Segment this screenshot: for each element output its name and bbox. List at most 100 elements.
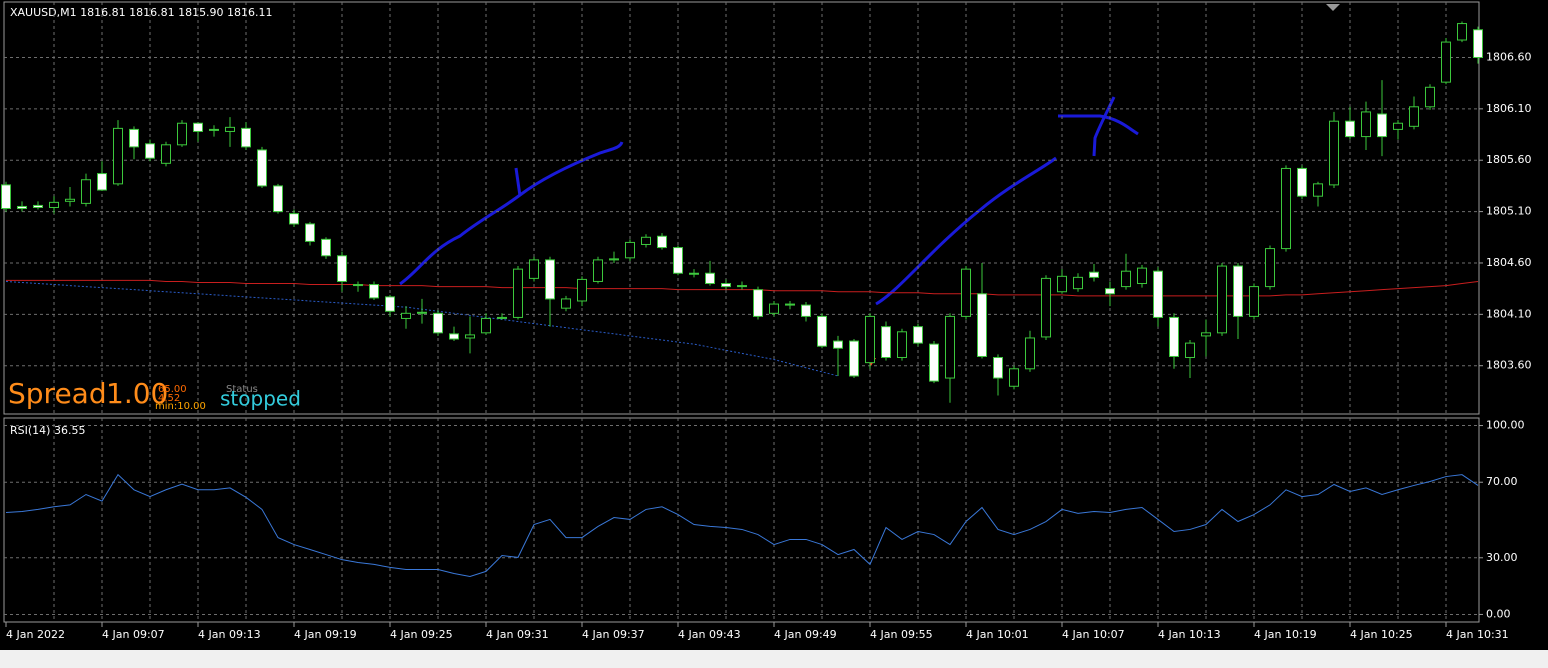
candle-body <box>737 285 747 288</box>
candle-body <box>625 241 635 259</box>
candle-body <box>97 173 107 191</box>
candle-body <box>1345 120 1355 138</box>
y-tick-label: 70.00 <box>1486 475 1518 488</box>
candle-body <box>593 259 603 282</box>
candle-body <box>1473 29 1483 58</box>
candle-body <box>449 333 459 340</box>
candle-body <box>881 326 891 358</box>
candle-body <box>225 126 235 132</box>
rsi-title: RSI(14) 36.55 <box>10 424 85 437</box>
drawing-stroke <box>1058 96 1139 157</box>
candle-body <box>337 255 347 282</box>
candle-body <box>1329 120 1339 186</box>
rsi-panel-frame <box>3 417 1480 623</box>
drawing-stroke <box>514 167 522 197</box>
candle-body <box>1073 276 1083 290</box>
candle-body <box>1057 275 1067 293</box>
y-tick-label: 100.00 <box>1486 419 1525 432</box>
candle-body <box>497 316 507 319</box>
y-tick-label: 1806.60 <box>1486 50 1532 63</box>
main-panel-frame <box>3 1 1480 415</box>
candle-body <box>753 289 763 317</box>
x-tick-label: 4 Jan 2022 <box>6 628 65 641</box>
candle-body <box>321 238 331 257</box>
candle-body <box>385 296 395 312</box>
x-tick-label: 4 Jan 10:07 <box>1062 628 1125 641</box>
candle-body <box>241 127 251 148</box>
candle-body <box>257 149 267 187</box>
y-tick-label: 1803.60 <box>1486 359 1532 372</box>
candle-body <box>689 272 699 275</box>
x-tick-label: 4 Jan 10:31 <box>1446 628 1509 641</box>
y-tick-label: 1804.10 <box>1486 307 1532 320</box>
y-tick-label: 1805.60 <box>1486 153 1532 166</box>
status-text: 1.00 <box>106 377 168 410</box>
candle-body <box>433 312 443 334</box>
candle-body <box>865 315 875 364</box>
x-tick-label: 4 Jan 10:01 <box>966 628 1029 641</box>
x-tick-label: 4 Jan 09:07 <box>102 628 165 641</box>
candle-body <box>1105 288 1115 295</box>
x-tick-label: 4 Jan 09:43 <box>678 628 741 641</box>
candle-body <box>305 223 315 242</box>
candle-body <box>1313 183 1323 197</box>
status-text: stopped <box>220 387 301 411</box>
candle-body <box>17 205 27 210</box>
candle-body <box>609 258 619 261</box>
candle-body <box>1089 271 1099 278</box>
shift-marker <box>1326 4 1340 11</box>
candle-body <box>1009 368 1019 387</box>
candle-body <box>129 128 139 148</box>
candle-body <box>769 303 779 314</box>
candle-body <box>481 317 491 334</box>
candle-body <box>369 284 379 299</box>
candle-body <box>641 236 651 245</box>
y-tick-label: 1805.10 <box>1486 205 1532 218</box>
status-text: 65.00 <box>158 384 187 395</box>
x-tick-label: 4 Jan 10:13 <box>1158 628 1221 641</box>
candle-body <box>705 272 715 285</box>
candle-body <box>977 293 987 357</box>
candle-body <box>513 268 523 318</box>
candle-body <box>1 184 11 210</box>
candle-body <box>1425 86 1435 108</box>
candle-body <box>561 298 571 309</box>
candle-body <box>897 331 907 358</box>
candle-body <box>209 128 219 131</box>
candle-body <box>817 315 827 347</box>
rsi-line <box>5 473 1479 577</box>
candle-body <box>273 185 283 213</box>
chart-title: XAUUSD,M1 1816.81 1816.81 1815.90 1816.1… <box>10 6 273 19</box>
candle-body <box>1217 265 1227 334</box>
candle-body <box>577 278 587 302</box>
candle-body <box>1121 270 1131 288</box>
candle-body <box>401 312 411 319</box>
candle-body <box>65 198 75 202</box>
candle-body <box>1169 316 1179 357</box>
drawing-stroke <box>875 156 1057 306</box>
moving-average <box>5 280 839 377</box>
moving-average <box>6 279 1479 297</box>
candle-body <box>1153 270 1163 318</box>
candle-body <box>833 340 843 349</box>
status-text: 4.52 <box>158 393 180 404</box>
candle-body <box>929 343 939 382</box>
status-text: Status <box>226 384 258 395</box>
candle-body <box>1265 248 1275 288</box>
x-tick-label: 4 Jan 09:25 <box>390 628 453 641</box>
candle-body <box>465 334 475 339</box>
candle-body <box>657 235 667 249</box>
candle-body <box>801 304 811 317</box>
candle-body <box>289 213 299 225</box>
candle-body <box>81 179 91 204</box>
candle-body <box>193 122 203 132</box>
candle-body <box>721 283 731 288</box>
x-tick-label: 4 Jan 09:55 <box>870 628 933 641</box>
candle-body <box>417 311 427 314</box>
candle-body <box>545 259 555 300</box>
candle-body <box>1409 106 1419 127</box>
candle-body <box>785 303 795 306</box>
candle-body <box>945 315 955 379</box>
y-tick-label: 1804.60 <box>1486 256 1532 269</box>
candle-body <box>161 144 171 164</box>
